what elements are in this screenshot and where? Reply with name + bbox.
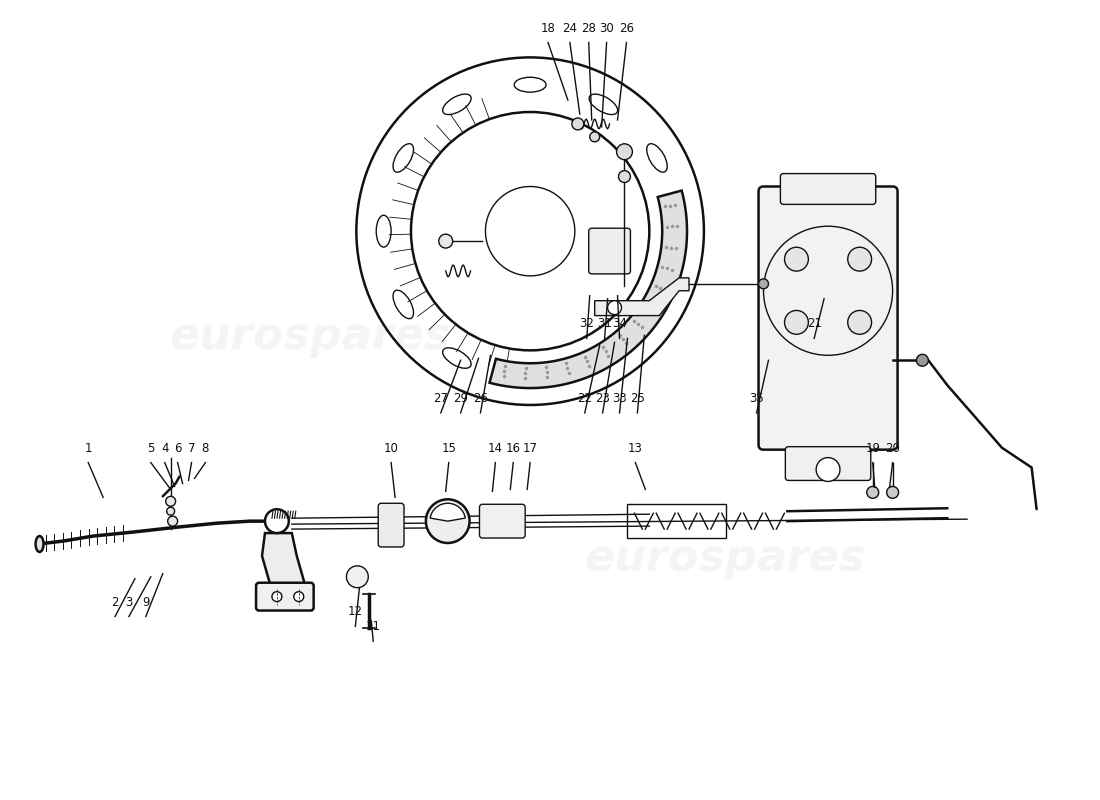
Circle shape <box>618 170 630 182</box>
Circle shape <box>439 234 453 248</box>
Circle shape <box>167 516 177 526</box>
Text: 13: 13 <box>628 442 642 454</box>
FancyBboxPatch shape <box>785 446 871 481</box>
Text: 33: 33 <box>612 392 627 405</box>
Circle shape <box>784 310 808 334</box>
Circle shape <box>426 499 470 543</box>
Text: 30: 30 <box>600 22 614 34</box>
Text: 35: 35 <box>749 392 763 405</box>
FancyBboxPatch shape <box>378 503 404 547</box>
Circle shape <box>272 592 282 602</box>
Circle shape <box>816 458 840 482</box>
Text: 26: 26 <box>473 392 488 405</box>
Text: 6: 6 <box>174 442 182 454</box>
Text: 29: 29 <box>453 392 469 405</box>
Text: 22: 22 <box>578 392 592 405</box>
Text: 26: 26 <box>619 22 634 34</box>
Text: eurospares: eurospares <box>584 538 866 580</box>
Text: 20: 20 <box>886 442 900 454</box>
Circle shape <box>916 354 928 366</box>
Text: 4: 4 <box>161 442 168 454</box>
Text: 12: 12 <box>348 606 363 618</box>
Text: 25: 25 <box>630 392 645 405</box>
Polygon shape <box>490 190 688 388</box>
FancyBboxPatch shape <box>588 228 630 274</box>
Text: 7: 7 <box>188 442 196 454</box>
FancyBboxPatch shape <box>759 186 898 450</box>
Text: 23: 23 <box>595 392 610 405</box>
Circle shape <box>784 247 808 271</box>
Circle shape <box>607 301 621 314</box>
Text: 27: 27 <box>433 392 449 405</box>
Circle shape <box>346 566 368 588</box>
Text: 17: 17 <box>522 442 538 454</box>
FancyBboxPatch shape <box>256 582 314 610</box>
Text: 3: 3 <box>125 595 133 609</box>
FancyBboxPatch shape <box>780 174 876 204</box>
Text: 24: 24 <box>562 22 578 34</box>
Circle shape <box>166 496 176 506</box>
Circle shape <box>265 510 289 533</box>
Text: 15: 15 <box>441 442 456 454</box>
Circle shape <box>167 507 175 515</box>
Text: 11: 11 <box>365 620 381 634</box>
Circle shape <box>590 132 600 142</box>
Text: 18: 18 <box>540 22 556 34</box>
Circle shape <box>848 310 871 334</box>
Text: 2: 2 <box>111 595 119 609</box>
Text: 1: 1 <box>85 442 92 454</box>
Text: 14: 14 <box>488 442 503 454</box>
Circle shape <box>848 247 871 271</box>
Text: 21: 21 <box>806 318 822 330</box>
Circle shape <box>616 144 632 160</box>
Text: 32: 32 <box>580 318 594 330</box>
Text: 28: 28 <box>581 22 596 34</box>
Text: 8: 8 <box>201 442 209 454</box>
Text: 34: 34 <box>612 318 627 330</box>
FancyBboxPatch shape <box>480 504 525 538</box>
Text: 16: 16 <box>506 442 520 454</box>
Ellipse shape <box>35 536 44 552</box>
Text: 5: 5 <box>147 442 154 454</box>
Text: 10: 10 <box>384 442 398 454</box>
Circle shape <box>867 486 879 498</box>
Text: 9: 9 <box>142 595 150 609</box>
Circle shape <box>887 486 899 498</box>
Text: 19: 19 <box>866 442 880 454</box>
Text: 31: 31 <box>597 318 612 330</box>
Polygon shape <box>595 278 689 315</box>
Circle shape <box>759 279 769 289</box>
Text: eurospares: eurospares <box>169 315 450 358</box>
Polygon shape <box>262 533 307 590</box>
Wedge shape <box>430 503 465 521</box>
Circle shape <box>294 592 304 602</box>
Circle shape <box>572 118 584 130</box>
